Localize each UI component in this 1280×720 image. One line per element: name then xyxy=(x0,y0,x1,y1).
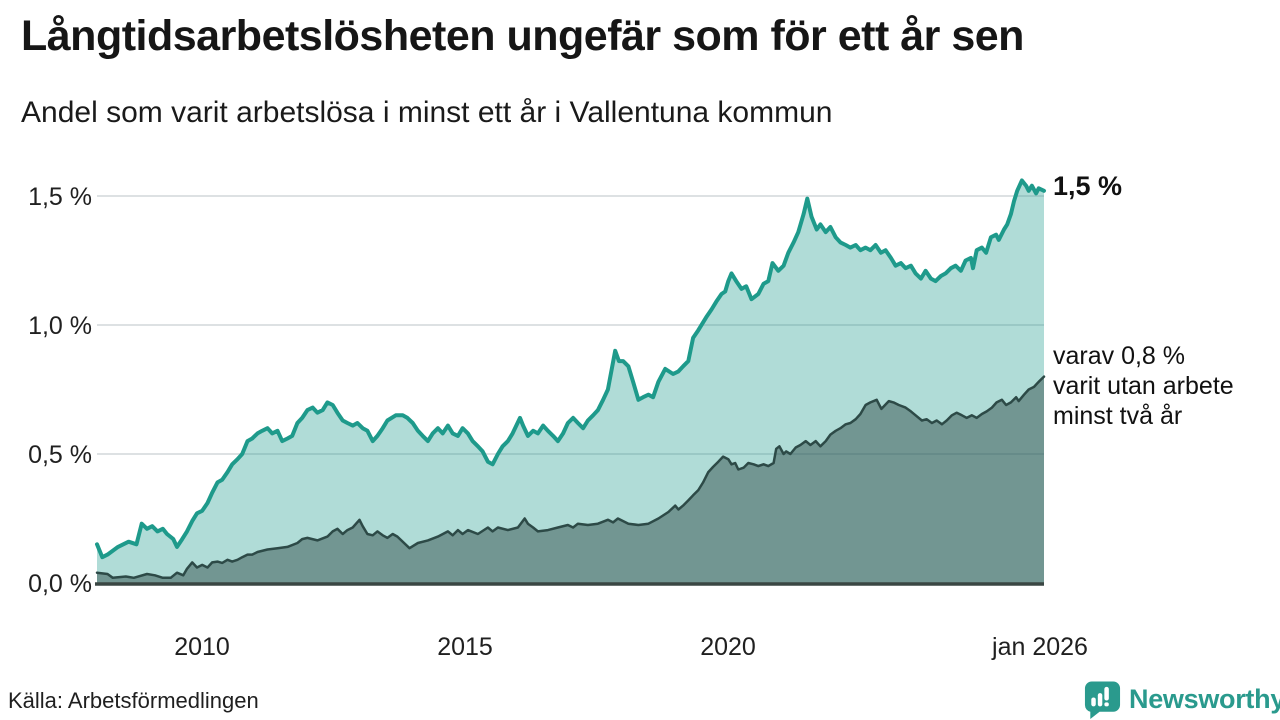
brand-logo: Newsworthy xyxy=(1083,680,1280,719)
brand-name: Newsworthy xyxy=(1129,684,1280,714)
series-line-one-year xyxy=(95,178,1046,560)
y-tick-0-0: 0,0 % xyxy=(28,570,92,598)
annotation-line-2: varit utan arbete xyxy=(1053,372,1234,400)
source-credit: Källa: Arbetsförmedlingen xyxy=(8,688,259,713)
series-line-two-years xyxy=(95,375,1046,580)
annotation-line-1: varav 0,8 % xyxy=(1053,342,1186,370)
area-fill-one-year xyxy=(97,180,1044,583)
y-tick-1-5: 1,5 % xyxy=(28,183,92,211)
y-tick-0-5: 0,5 % xyxy=(28,441,92,469)
x-tick-2010: 2010 xyxy=(174,633,230,661)
x-tick-jan-2026: jan 2026 xyxy=(992,633,1088,661)
y-tick-1-0: 1,0 % xyxy=(28,312,92,340)
secondary-series-annotation: varav 0,8 % varit utan arbete minst två … xyxy=(1053,341,1234,431)
page-title: Långtidsarbetslösheten ungefär som för e… xyxy=(21,12,1024,60)
gridlines xyxy=(97,195,1044,455)
annotation-line-3: minst två år xyxy=(1053,402,1183,430)
x-tick-2020: 2020 xyxy=(700,633,756,661)
x-tick-2015: 2015 xyxy=(437,633,493,661)
chart-subtitle: Andel som varit arbetslösa i minst ett å… xyxy=(21,96,833,129)
series-end-value-label: 1,5 % xyxy=(1053,171,1123,201)
newsworthy-icon xyxy=(1084,681,1121,719)
